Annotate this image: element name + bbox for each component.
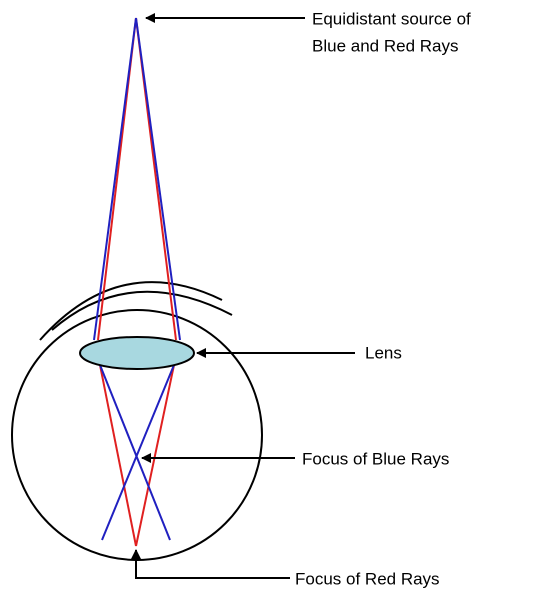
- arrow: [136, 550, 290, 578]
- blue-focus-label: Focus of Blue Rays: [302, 449, 449, 468]
- red-ray: [136, 365, 174, 546]
- lens-label: Lens: [365, 343, 402, 362]
- blue-ray: [100, 365, 170, 540]
- blue-ray: [102, 365, 174, 540]
- source-label: Blue and Red Rays: [312, 36, 458, 55]
- lens: [80, 337, 194, 369]
- blue-ray: [94, 18, 136, 340]
- source-label: Equidistant source of: [312, 9, 471, 28]
- diagram: Equidistant source of Blue and Red Rays …: [0, 0, 537, 592]
- red-focus-label: Focus of Red Rays: [295, 569, 440, 588]
- red-ray: [100, 365, 136, 546]
